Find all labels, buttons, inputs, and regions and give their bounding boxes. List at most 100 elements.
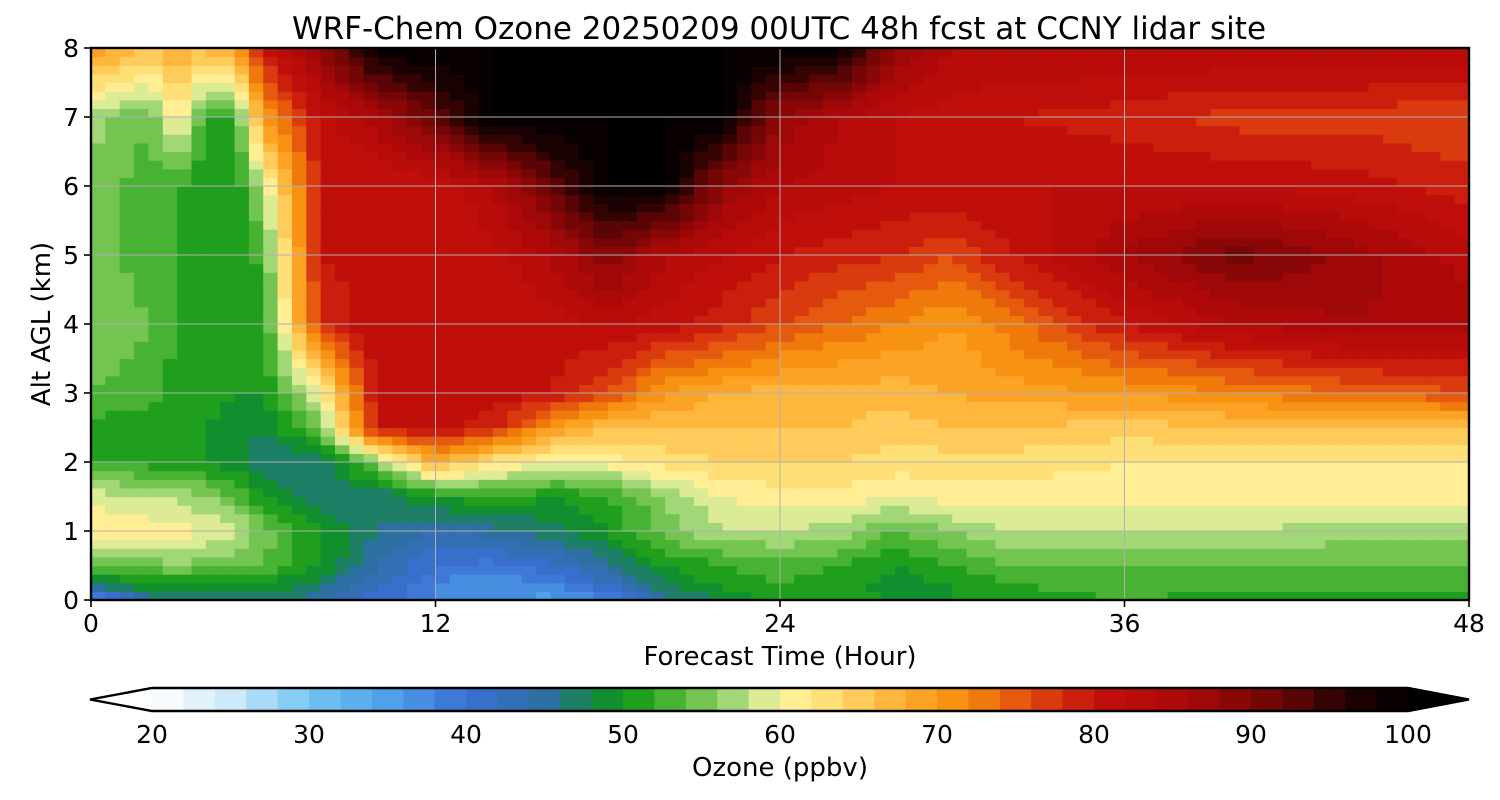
heatmap-cell [851,220,867,230]
heatmap-cell [335,315,350,325]
heatmap-cell [91,142,106,153]
heatmap-cell [1440,306,1456,316]
heatmap-cell [1368,272,1384,282]
heatmap-cell [1052,246,1068,256]
heatmap-cell [808,194,824,204]
heatmap-cell [1009,556,1025,567]
heatmap-cell [1411,393,1427,403]
heatmap-cell [1296,280,1312,291]
heatmap-cell [780,513,795,523]
heatmap-cell [134,531,150,541]
heatmap-cell [1454,436,1469,446]
heatmap-cell [765,539,781,549]
heatmap-cell [894,349,910,360]
heatmap-cell [579,246,594,256]
heatmap-cell [693,315,709,325]
heatmap-cell [234,168,250,178]
heatmap-cell [923,522,939,532]
heatmap-cell [1325,315,1341,325]
heatmap-cell [665,349,681,360]
heatmap-cell [191,151,207,161]
heatmap-cell [91,470,106,480]
heatmap-cell [880,548,896,558]
heatmap-cell [492,513,508,523]
heatmap-cell [91,332,106,342]
heatmap-cell [105,341,121,351]
heatmap-cell [823,315,839,325]
heatmap-cell [564,220,580,230]
heatmap-cell [1454,341,1469,351]
heatmap-cell [148,263,164,273]
heatmap-cell [765,151,781,161]
heatmap-cell [1181,246,1197,256]
heatmap-cell [1009,298,1025,308]
heatmap-cell [134,582,150,592]
heatmap-cell [808,470,824,480]
heatmap-cell [622,539,638,549]
heatmap-cell [937,479,953,489]
heatmap-cell [134,548,150,558]
heatmap-cell [1268,315,1283,325]
heatmap-cell [622,237,638,247]
heatmap-cell [363,531,379,541]
heatmap-cell [1024,427,1039,437]
heatmap-cell [119,211,135,222]
heatmap-cell [636,298,652,308]
heatmap-cell [234,539,250,549]
heatmap-cell [535,444,551,454]
heatmap-cell [1153,548,1169,558]
heatmap-cell [1397,168,1413,178]
heatmap-cell [148,272,164,282]
heatmap-cell [148,341,164,351]
heatmap-cell [1354,194,1370,204]
heatmap-cell [909,229,925,239]
heatmap-cell [507,194,523,204]
heatmap-cell [1196,341,1212,351]
heatmap-cell [248,306,264,316]
heatmap-cell [162,298,178,308]
heatmap-cell [693,289,709,299]
heatmap-cell [937,358,953,368]
heatmap-cell [1440,548,1456,558]
heatmap-cell [995,194,1011,204]
heatmap-cell [937,591,953,600]
heatmap-cell [1138,203,1154,213]
heatmap-cell [119,151,135,161]
heatmap-cell [1382,505,1398,515]
heatmap-cell [866,574,882,584]
heatmap-cell [1110,582,1126,592]
heatmap-cell [1382,565,1398,575]
heatmap-cell [995,177,1011,187]
heatmap-cell [119,298,135,308]
heatmap-cell [1153,393,1169,403]
heatmap-cell [306,289,322,299]
heatmap-cell [234,574,250,584]
heatmap-cell [1311,539,1327,549]
heatmap-cell [1253,375,1269,385]
heatmap-cell [808,255,824,265]
heatmap-cell [564,384,580,394]
heatmap-cell [1411,237,1427,247]
heatmap-cell [1124,306,1140,316]
heatmap-cell [148,531,164,541]
heatmap-cell [349,211,365,222]
heatmap-cell [1081,246,1097,256]
heatmap-cell [808,151,824,161]
heatmap-cell [205,574,221,584]
heatmap-cell [579,280,594,291]
heatmap-cell [679,151,695,161]
heatmap-cell [1440,220,1456,230]
heatmap-cell [378,332,394,342]
heatmap-cell [306,237,322,247]
heatmap-cell [1382,479,1398,489]
heatmap-cell [1325,539,1341,549]
heatmap-cell [119,324,135,334]
heatmap-cell [780,565,795,575]
heatmap-cell [119,255,135,265]
heatmap-cell [1095,255,1111,265]
heatmap-cell [464,298,480,308]
heatmap-cell [966,531,982,541]
heatmap-cell [909,505,925,515]
heatmap-cell [105,298,121,308]
